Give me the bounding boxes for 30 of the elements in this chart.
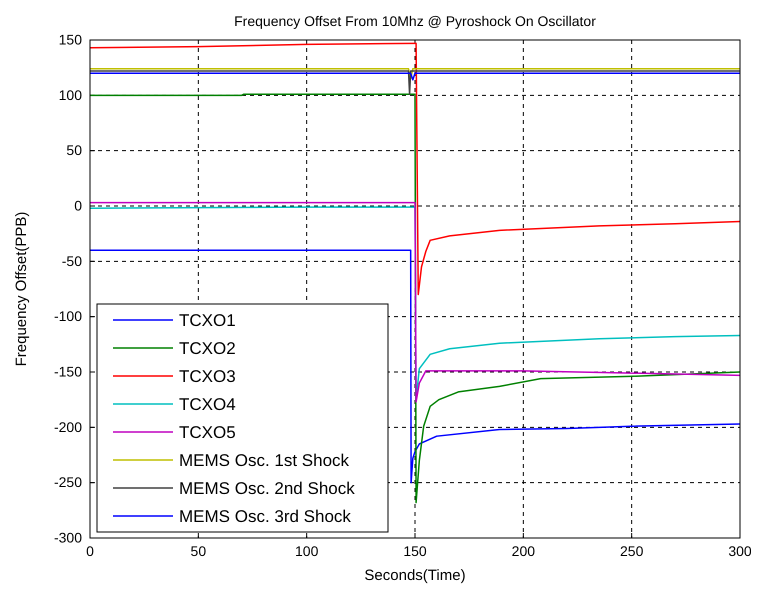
legend-label: TCXO3 — [179, 367, 236, 386]
y-tick-label: -100 — [54, 308, 82, 324]
line-series — [89, 42, 741, 296]
legend-label: MEMS Osc. 2nd Shock — [179, 479, 356, 498]
x-tick-label: 0 — [86, 542, 94, 559]
y-tick-label: 0 — [74, 197, 82, 214]
legend-label: MEMS Osc. 1st Shock — [179, 451, 350, 470]
x-tick-label: 150 — [403, 542, 427, 559]
y-tick-label: -300 — [54, 529, 82, 546]
y-tick-label: 50 — [66, 142, 82, 158]
legend-label: TCXO1 — [179, 311, 236, 330]
y-tick-label: 150 — [58, 31, 82, 48]
x-tick-label: 200 — [512, 542, 536, 559]
y-tick-label: -200 — [54, 418, 82, 435]
legend-label: MEMS Osc. 3rd Shock — [179, 507, 352, 526]
x-tick-label: 250 — [620, 542, 644, 559]
x-tick-label: 100 — [294, 542, 319, 559]
x-axis-title: Seconds(Time) — [364, 567, 466, 584]
legend-label: TCXO4 — [179, 395, 236, 414]
legend-label: TCXO5 — [179, 423, 236, 442]
x-tick-label: 50 — [190, 542, 206, 559]
y-tick-label: -50 — [62, 252, 82, 269]
y-tick-label: -250 — [54, 474, 82, 490]
x-tick-label: 300 — [728, 542, 752, 559]
y-axis-title: Frequency Offset(PPB) — [13, 212, 30, 366]
y-tick-label: -150 — [54, 363, 82, 380]
chart-title: Frequency Offset From 10Mhz @ Pyroshock On Oscillator — [234, 13, 596, 29]
line-series — [89, 250, 741, 484]
y-tick-label: 100 — [58, 86, 82, 103]
legend-label: TCXO2 — [179, 339, 236, 358]
